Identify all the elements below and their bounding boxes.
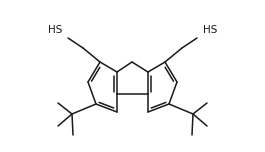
Text: HS: HS — [203, 25, 217, 35]
Text: HS: HS — [48, 25, 62, 35]
